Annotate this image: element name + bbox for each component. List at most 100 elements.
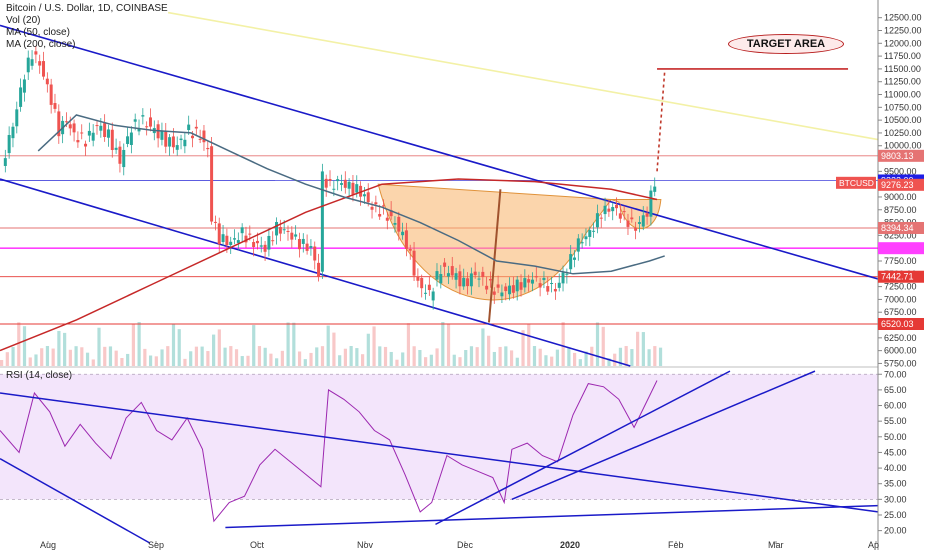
volume-bar <box>40 348 44 366</box>
price-tick-label: 11250.00 <box>884 77 921 87</box>
candle-body <box>622 211 626 213</box>
price-tick-label: 10500.00 <box>884 115 922 125</box>
price-label-text: 6520.03 <box>881 319 914 329</box>
volume-bar <box>372 326 376 366</box>
candle-body <box>504 286 508 292</box>
candle-body <box>30 59 34 66</box>
rsi-tick-label: 55.00 <box>884 416 907 426</box>
volume-bar <box>63 332 67 366</box>
candle-body <box>653 186 657 192</box>
candle-body <box>328 179 332 181</box>
candle-body <box>297 239 301 250</box>
volume-bar <box>567 347 571 366</box>
candle-body <box>645 213 649 217</box>
volume-bar <box>395 359 399 366</box>
volume-bar <box>212 334 216 366</box>
volume-bar <box>320 346 325 366</box>
candle-body <box>607 208 611 212</box>
candle-body <box>317 262 321 277</box>
volume-bar <box>446 324 451 366</box>
candle-body <box>259 245 263 247</box>
candle-body <box>553 288 557 292</box>
volume-bar <box>257 346 262 366</box>
candle-body <box>221 234 225 243</box>
rsi-line <box>0 380 658 523</box>
time-tick-label: Nov <box>357 540 374 550</box>
candle-body <box>106 129 110 138</box>
volume-bar <box>17 322 21 366</box>
volume-bar <box>177 329 181 366</box>
target-area-callout: TARGET AREA <box>728 34 844 54</box>
volume-bar <box>618 347 623 366</box>
rsi-legend: RSI (14, close) <box>6 370 73 381</box>
candle-body <box>45 78 49 85</box>
price-label-tag <box>878 178 924 191</box>
candle-body <box>286 230 290 233</box>
volume-bar <box>389 351 393 366</box>
candle-body <box>133 119 137 122</box>
price-tick-label: 10750.00 <box>884 102 922 112</box>
candle-body <box>595 213 599 228</box>
candle-body <box>458 271 462 287</box>
candle-body <box>236 240 240 243</box>
volume-bar <box>68 349 72 366</box>
candle-body <box>19 87 23 107</box>
rsi-tick-label: 25.00 <box>884 510 907 520</box>
candle-body <box>129 132 133 145</box>
volume-bar <box>383 346 388 366</box>
volume-bar <box>5 352 9 366</box>
rsi-tick-label: 20.00 <box>884 526 907 536</box>
candle-body <box>500 292 504 297</box>
volume-bar <box>126 353 130 366</box>
volume-bar <box>97 327 101 366</box>
candle-body <box>194 126 198 129</box>
candle-body <box>114 147 118 150</box>
candle-body <box>343 179 347 188</box>
price-tick-label: 6750.00 <box>884 307 917 317</box>
candle-body <box>527 279 531 283</box>
candle-body <box>424 292 428 294</box>
legend-title: Bitcoin / U.S. Dollar, 1D, COINBASE <box>6 3 168 14</box>
volume-bar <box>360 354 365 366</box>
volume-bar <box>601 326 605 366</box>
candle-body <box>267 235 271 250</box>
symbol-tag <box>836 176 876 189</box>
volume-bar <box>378 346 382 366</box>
volume-bar <box>555 349 560 366</box>
candle-body <box>255 240 259 244</box>
volume-bar <box>206 351 210 366</box>
rsi-tick-label: 45.00 <box>884 447 907 457</box>
candle-body <box>397 216 401 232</box>
candle-body <box>515 279 519 292</box>
volume-bar <box>561 322 565 366</box>
candle-body <box>15 109 19 127</box>
candle-body <box>599 217 603 219</box>
volume-bar <box>57 330 61 366</box>
volume-bar <box>647 349 651 366</box>
volume-bar <box>154 356 158 366</box>
volume-bar <box>189 351 193 366</box>
volume-bar <box>475 347 479 366</box>
volume-bar <box>412 346 416 366</box>
candle-body <box>145 126 149 128</box>
channel-lower-line <box>0 178 631 367</box>
volume-bar <box>624 346 628 366</box>
candle-body <box>557 282 561 288</box>
candle-body <box>446 273 450 277</box>
candle-body <box>530 279 534 284</box>
candle-body <box>57 111 61 137</box>
candle-body <box>592 230 596 232</box>
volume-bar <box>28 357 32 366</box>
volume-bar <box>240 356 244 366</box>
volume-bar <box>401 352 405 366</box>
price-label-tag <box>878 317 924 330</box>
rsi-tick-label: 60.00 <box>884 401 907 411</box>
volume-bar <box>550 356 554 366</box>
channel-upper-line <box>0 24 879 280</box>
volume-bar <box>85 352 90 366</box>
candle-body <box>443 262 447 267</box>
price-tick-label: 9000.00 <box>884 192 917 202</box>
price-tick-label: 11000.00 <box>884 90 921 100</box>
candle-body <box>38 61 42 66</box>
